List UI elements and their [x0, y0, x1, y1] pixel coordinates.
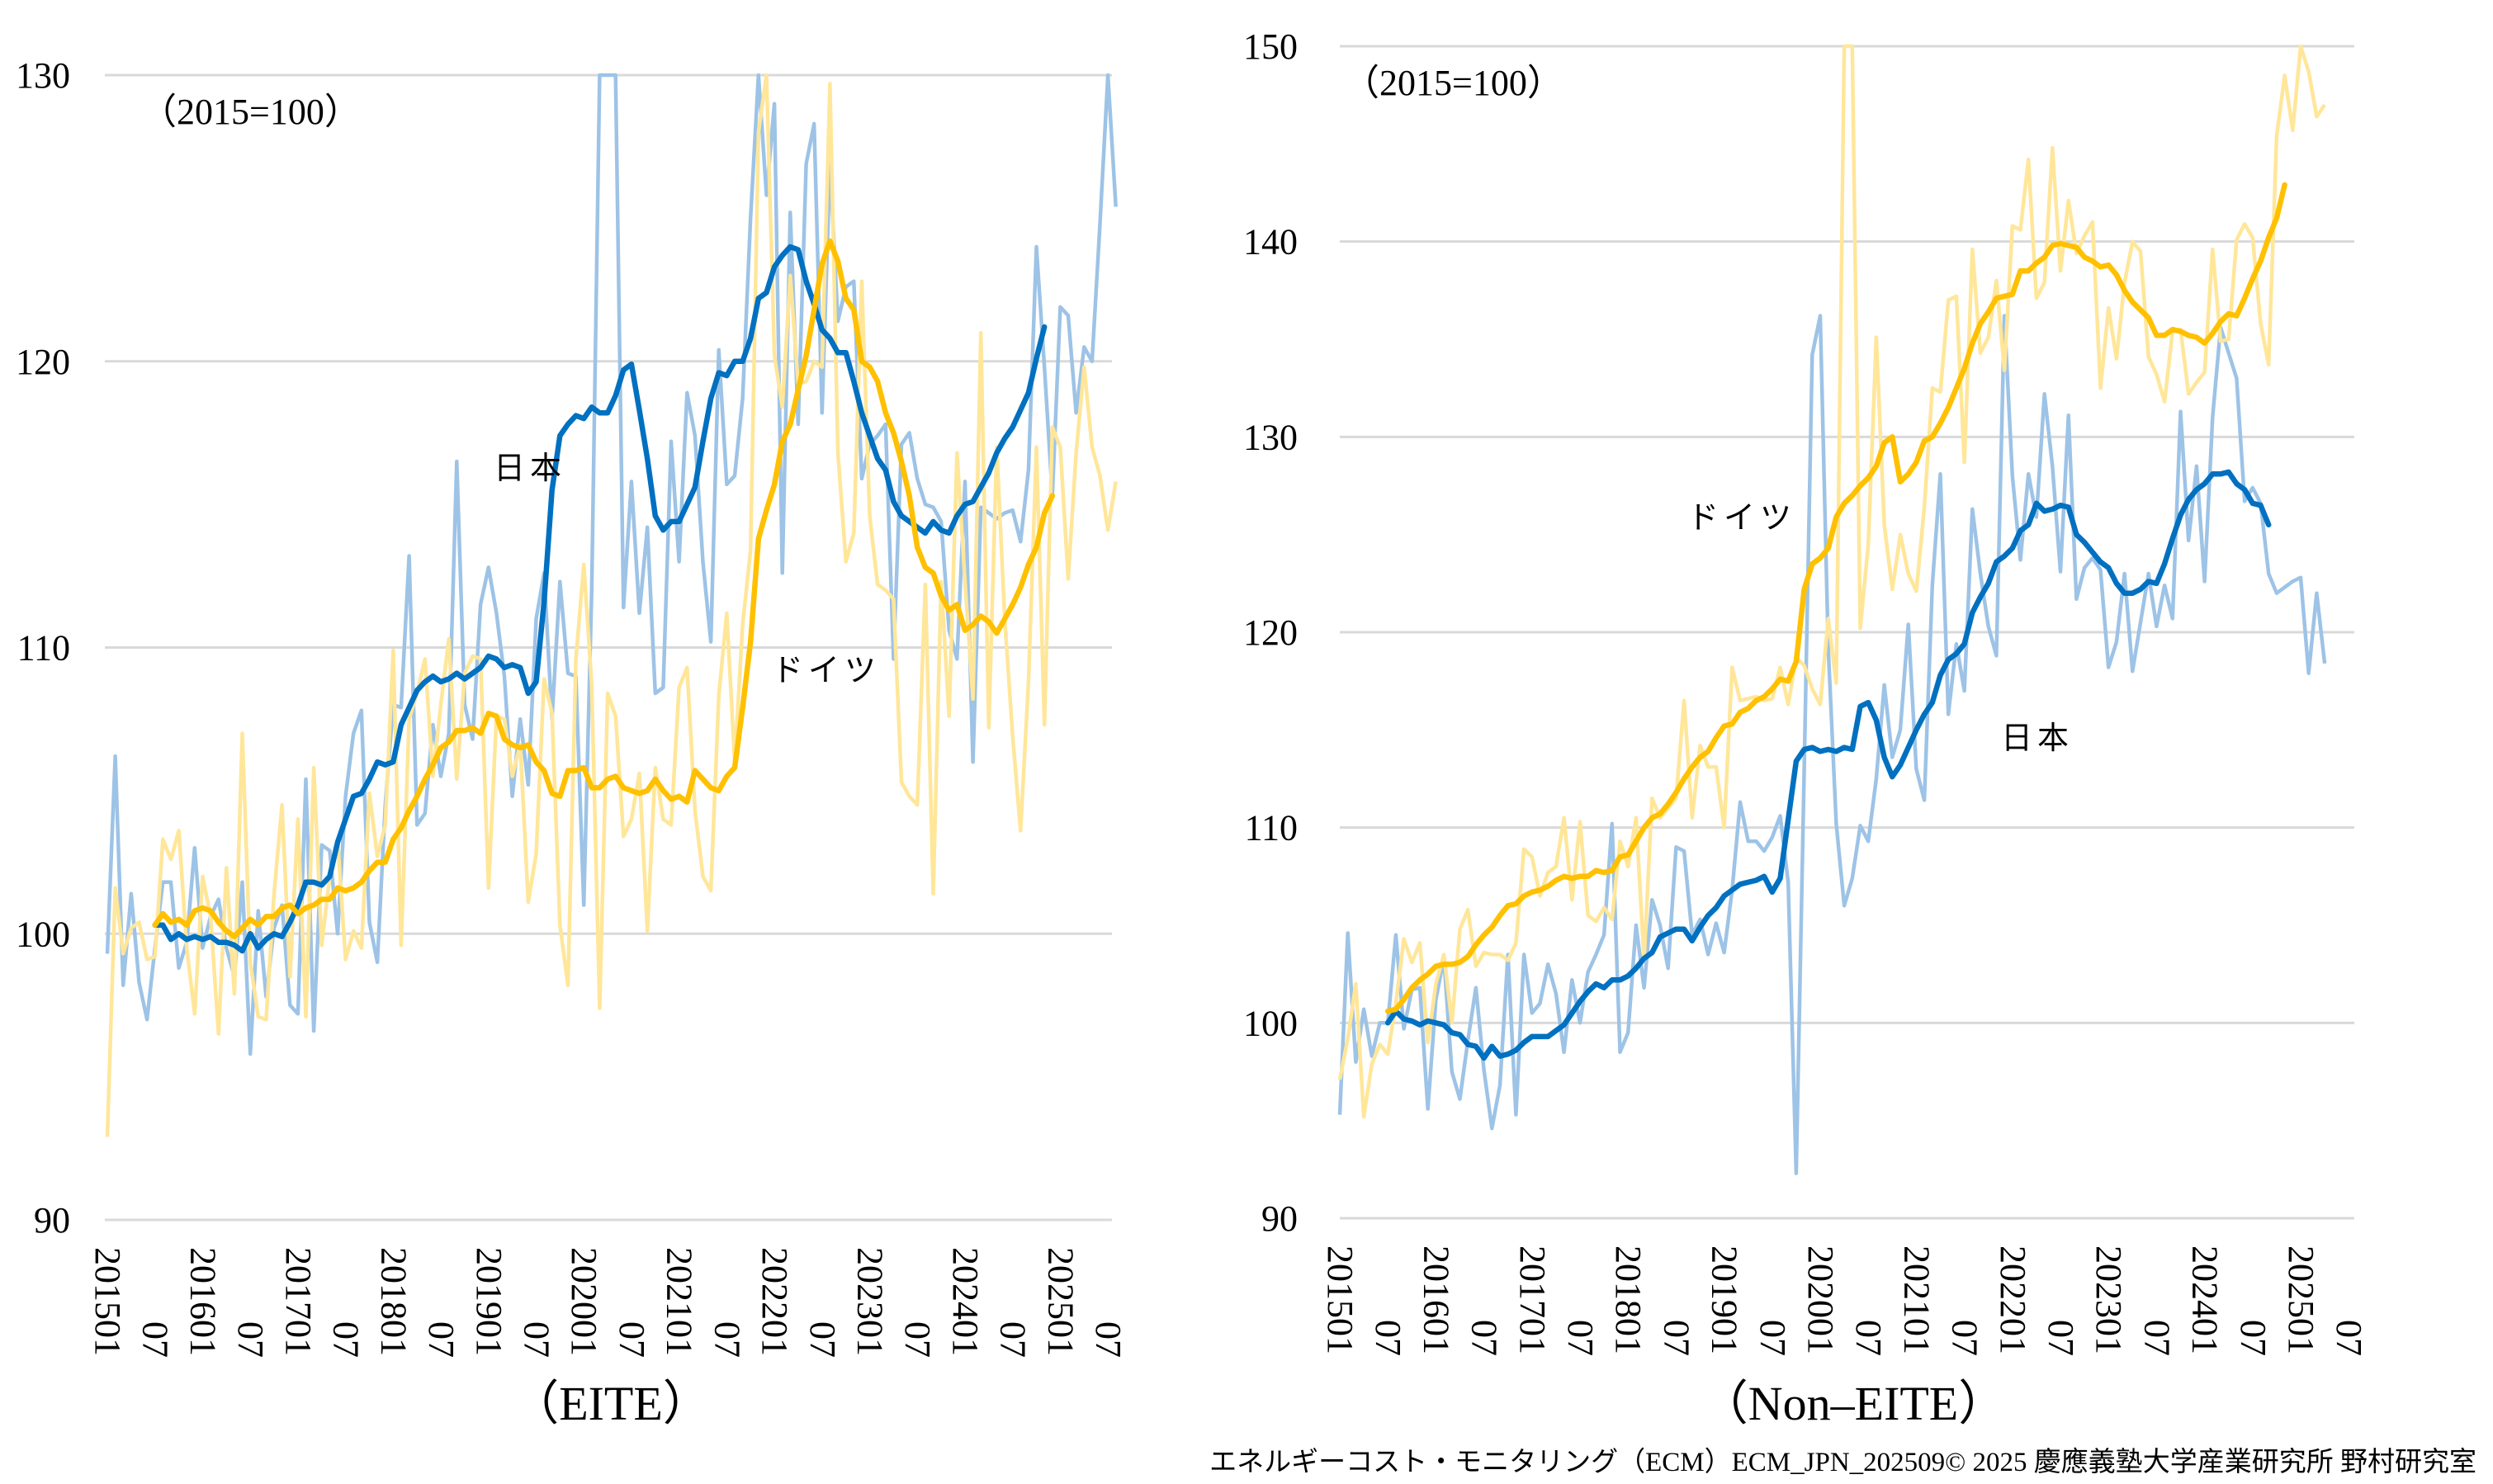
label-germany: ドイツ — [1687, 501, 1796, 536]
x-tick-label: 07 — [1368, 1320, 1408, 1356]
x-tick-label: 202301 — [2089, 1245, 2129, 1354]
x-tick-label: 201501 — [88, 1247, 128, 1356]
x-tick-label: 07 — [135, 1321, 176, 1358]
x-tick-label: 07 — [2233, 1320, 2273, 1356]
x-tick-label: 07 — [1848, 1320, 1889, 1356]
series-germany-raw — [1337, 44, 2326, 1119]
y-tick-label: 150 — [1243, 26, 1298, 67]
x-tick-label: 202001 — [1800, 1245, 1841, 1354]
x-tick-label: 07 — [1945, 1320, 1985, 1356]
x-tick-label: 07 — [897, 1321, 938, 1358]
label-germany: ドイツ — [772, 654, 881, 688]
series-germany-raw — [105, 73, 1118, 1137]
x-tick-label: 07 — [326, 1321, 367, 1358]
y-tick-label: 90 — [34, 1200, 70, 1241]
y-tick-label: 110 — [1245, 808, 1298, 848]
y-tick-label: 130 — [1243, 417, 1298, 457]
x-tick-label: 202301 — [850, 1247, 891, 1356]
x-tick-label: 202401 — [945, 1247, 986, 1356]
y-axis-ticks: 90 100 110 120 130 — [16, 55, 70, 1241]
x-tick-label: 201601 — [1416, 1245, 1456, 1354]
series-lines — [1337, 44, 2327, 1175]
y-tick-label: 130 — [16, 55, 70, 96]
x-tick-label: 202501 — [1040, 1247, 1081, 1356]
series-japan-ma — [152, 243, 1048, 954]
x-tick-label: 07 — [421, 1321, 461, 1358]
x-tick-label: 201701 — [278, 1247, 319, 1356]
series-japan-raw — [1337, 314, 2327, 1175]
x-tick-label: 202101 — [660, 1247, 700, 1356]
x-tick-label: 07 — [612, 1321, 652, 1358]
series-germany-ma — [152, 238, 1056, 939]
label-japan: 日本 — [494, 451, 566, 486]
y-tick-label: 100 — [16, 914, 70, 954]
x-tick-label: 202001 — [564, 1247, 604, 1356]
y-tick-label: 140 — [1243, 222, 1298, 262]
y-tick-label: 90 — [1261, 1198, 1298, 1239]
x-tick-label: 07 — [2136, 1320, 2177, 1356]
x-tick-label: 201901 — [469, 1247, 509, 1356]
x-tick-label: 07 — [1464, 1320, 1505, 1356]
x-tick-label: 07 — [2041, 1320, 2081, 1356]
gridlines — [105, 73, 1112, 1222]
y-tick-label: 110 — [17, 628, 70, 669]
series-lines — [105, 73, 1118, 1137]
gridlines — [1340, 45, 2354, 1220]
x-tick-label: 07 — [707, 1321, 747, 1358]
x-tick-label: 07 — [1656, 1320, 1696, 1356]
x-tick-label: 07 — [1088, 1321, 1128, 1358]
x-axis-ticks: 201501 07 201601 07 201701 07 201801 07 201901 07… — [1320, 1245, 2369, 1356]
x-tick-label: 07 — [993, 1321, 1034, 1358]
x-tick-label: 201601 — [182, 1247, 223, 1356]
x-tick-label: 07 — [1753, 1320, 1793, 1356]
x-tick-label: 202401 — [2185, 1245, 2226, 1354]
x-tick-label: 202101 — [1896, 1245, 1937, 1354]
y-tick-label: 120 — [1243, 612, 1298, 653]
x-tick-label: 201701 — [1512, 1245, 1553, 1354]
x-tick-label: 07 — [1560, 1320, 1601, 1356]
x-tick-label: 202201 — [1993, 1245, 2033, 1354]
y-tick-label: 120 — [16, 342, 70, 382]
source-footer: エネルギーコスト・モニタリング（ECM）ECM_JPN_202509© 2025… — [1209, 1447, 2476, 1477]
x-tick-label: 201501 — [1320, 1245, 1360, 1354]
y-tick-label: 100 — [1243, 1003, 1298, 1043]
y-axis-ticks: 90 100 110 120 130 140 150 — [1243, 26, 1298, 1239]
x-tick-label: 07 — [2329, 1320, 2369, 1356]
label-japan: 日本 — [2001, 721, 2074, 756]
series-germany-ma — [1384, 182, 2287, 1014]
panel-title-non-eite: （Non–EITE） — [1701, 1377, 2007, 1430]
panel-title-eite: （EITE） — [511, 1377, 711, 1430]
base-year-note: （2015=100） — [140, 92, 361, 132]
x-tick-label: 07 — [516, 1321, 556, 1358]
x-tick-label: 201901 — [1705, 1245, 1745, 1354]
x-axis-ticks: 201501 07 201601 07 201701 07 201801 07 201901 07… — [88, 1247, 1128, 1358]
base-year-note: （2015=100） — [1343, 63, 1563, 103]
x-tick-label: 201801 — [373, 1247, 414, 1356]
x-tick-label: 202201 — [755, 1247, 795, 1356]
x-tick-label: 07 — [802, 1321, 843, 1358]
x-tick-label: 07 — [230, 1321, 271, 1358]
series-japan-ma — [1384, 469, 2272, 1061]
x-tick-label: 201801 — [1608, 1245, 1649, 1354]
x-tick-label: 202501 — [2281, 1245, 2321, 1354]
